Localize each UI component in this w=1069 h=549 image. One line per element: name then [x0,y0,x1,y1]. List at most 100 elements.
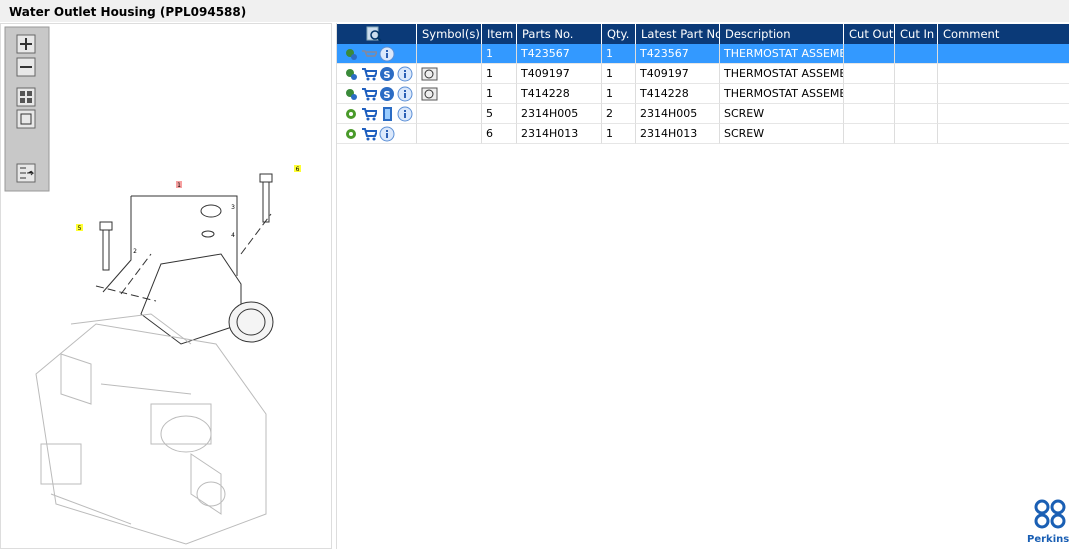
logo-mark [1034,499,1066,529]
empty-cell [895,124,938,144]
empty-cell [895,104,938,124]
table-cell: T409197 [636,64,720,84]
icon-cart[interactable] [361,126,379,142]
table-cell: 2314H013 [636,124,720,144]
row-actions [337,104,417,124]
table-cell: 2314H005 [517,104,602,124]
empty-cell [895,64,938,84]
empty-cell [844,104,895,124]
empty-cell [895,44,938,64]
icon-info[interactable] [379,46,395,62]
icon-cart[interactable] [361,66,379,82]
table-cell: T423567 [517,44,602,64]
callout-box [294,165,301,172]
empty-cell [938,104,1069,124]
table-cell: 1 [482,64,517,84]
icon-cart[interactable] [361,86,379,102]
icon-gear[interactable] [343,126,359,142]
icon-gearb[interactable] [343,66,359,82]
table-cell: THERMOSTAT ASSEMBLY [720,84,844,104]
callout-box [176,181,182,188]
icon-info[interactable] [397,86,413,102]
column-header: Description [720,24,844,44]
callout: 6 [296,166,300,173]
icon-s[interactable]: S [379,86,395,102]
row-actions: S [337,64,417,84]
row-actions [337,124,417,144]
empty-cell [844,84,895,104]
table-cell: THERMOSTAT ASSEMBLY [720,64,844,84]
logo-text: Perkins [1027,534,1069,545]
icon-book[interactable] [379,106,395,122]
table-cell: SCREW [720,104,844,124]
column-header: Symbol(s) [417,24,482,44]
fit[interactable] [16,87,36,107]
empty-cell [844,124,895,144]
empty-cell [938,44,1069,64]
callout: 3 [231,204,235,211]
column-header: Cut In [895,24,938,44]
row-actions: S [337,84,417,104]
callout: 2 [133,248,137,255]
actual-size[interactable] [16,109,36,129]
symbol-icon [421,67,438,81]
empty-cell [938,64,1069,84]
callout: 1 [177,182,181,189]
toolbar [4,26,50,192]
icon-gearb[interactable] [343,46,359,62]
empty-cell [844,64,895,84]
table-cell: T414228 [636,84,720,104]
table-cell: T414228 [517,84,602,104]
icon-gear[interactable] [343,106,359,122]
table-cell: T409197 [517,64,602,84]
empty-cell [938,84,1069,104]
empty-cell [844,44,895,64]
table-cell: 1 [602,64,636,84]
icon-gearb[interactable] [343,86,359,102]
callout: 5 [78,225,82,232]
column-header: Parts No. [517,24,602,44]
column-header: Qty. [602,24,636,44]
column-header: Latest Part No. [636,24,720,44]
callout: 4 [231,232,235,239]
table-cell: T423567 [636,44,720,64]
engine-drawing [35,313,267,545]
table-cell: 2314H005 [636,104,720,124]
table-cell: 1 [482,84,517,104]
table-cell: 1 [602,44,636,64]
column-header: Cut Out [844,24,895,44]
symbol-icon [421,87,438,101]
icon-s[interactable]: S [379,66,395,82]
callouts: 1 2 3 4 5 6 [76,165,301,255]
table-cell: 2 [602,104,636,124]
window-title: Water Outlet Housing (PPL094588) [0,0,1069,22]
part-drawing [95,173,274,345]
icon-info[interactable] [379,126,395,142]
icon-cartg[interactable] [361,46,379,62]
callout-box [76,224,83,231]
table-cell: 6 [482,124,517,144]
table-cell: THERMOSTAT ASSEMBLY [720,44,844,64]
diagram: 1 2 3 4 5 6 [4,26,301,545]
column-header: Comment [938,24,1069,44]
header-cell [337,24,417,44]
empty-cell [938,124,1069,144]
table-cell: 5 [482,104,517,124]
symbol-cell [417,84,482,104]
icon-cart[interactable] [361,106,379,122]
table-cell: 1 [482,44,517,64]
table-cell: SCREW [720,124,844,144]
row-actions [337,44,417,64]
svg-text:S: S [383,70,390,81]
symbol-cell [417,44,482,64]
diagram-panel: 1 2 3 4 5 6 [0,23,332,549]
symbol-cell [417,104,482,124]
icon-info[interactable] [397,106,413,122]
empty-cell [895,84,938,104]
table-cell: 2314H013 [517,124,602,144]
table-cell: 1 [602,124,636,144]
parts-panel: Symbol(s) Item Parts No. Qty. Latest Part No… [336,23,1069,549]
table-cell: 1 [602,84,636,104]
icon-info[interactable] [397,66,413,82]
